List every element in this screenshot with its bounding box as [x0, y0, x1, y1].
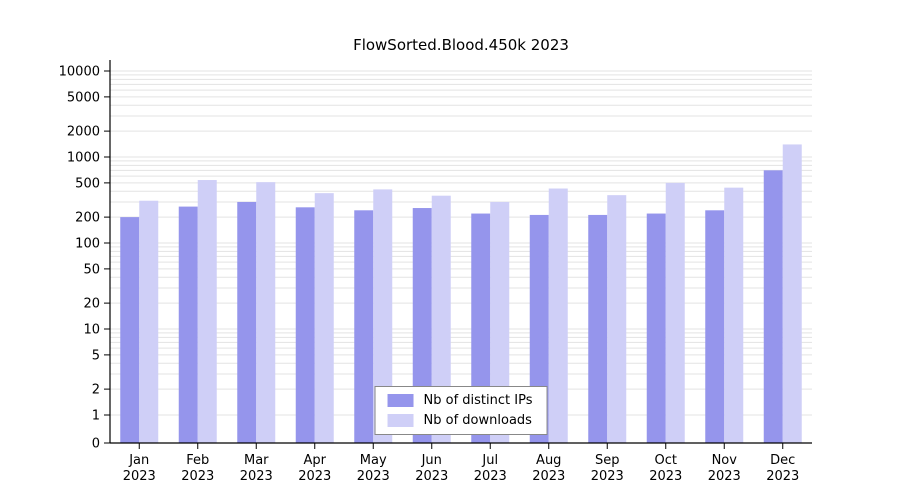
bar — [120, 217, 140, 443]
x-tick-label-year: 2023 — [649, 469, 682, 484]
bar — [529, 214, 549, 443]
bar — [412, 208, 432, 443]
y-tick-label: 1 — [92, 409, 100, 424]
chart-legend: Nb of distinct IPs Nb of downloads — [374, 386, 548, 435]
x-tick-label-year: 2023 — [123, 469, 156, 484]
x-tick-label-year: 2023 — [474, 469, 507, 484]
bar — [646, 213, 666, 443]
bar — [314, 193, 334, 443]
bar — [763, 170, 783, 443]
y-tick-label: 200 — [75, 211, 100, 226]
x-tick-label-month: Dec — [770, 453, 795, 468]
axes: 012510205010020050010002000500010000Jan2… — [59, 60, 812, 484]
x-tick-label-month: Feb — [186, 453, 209, 468]
x-tick-label-year: 2023 — [532, 469, 565, 484]
y-tick-label: 10 — [83, 323, 100, 338]
x-tick-label-month: Jul — [481, 453, 498, 468]
legend-item-downloads: Nb of downloads — [387, 413, 533, 428]
x-tick-label-month: Jun — [421, 453, 442, 468]
bar — [295, 207, 315, 443]
bar — [197, 180, 217, 443]
x-tick-label-year: 2023 — [357, 469, 390, 484]
gridlines — [110, 70, 812, 416]
x-tick-label-month: Sep — [595, 453, 620, 468]
bar — [665, 182, 685, 443]
bar — [139, 200, 159, 443]
bar — [588, 214, 608, 443]
y-tick-label: 5000 — [67, 90, 100, 105]
legend-item-distinct-ips: Nb of distinct IPs — [387, 393, 533, 408]
x-tick-label-month: Mar — [244, 453, 269, 468]
y-tick-label: 2 — [92, 383, 100, 398]
bars-downloads — [139, 144, 802, 443]
bar — [705, 210, 725, 443]
legend-label-downloads: Nb of downloads — [423, 413, 532, 428]
bar — [431, 195, 451, 443]
y-tick-label: 500 — [75, 176, 100, 191]
y-tick-label: 1000 — [67, 151, 100, 166]
y-tick-label: 10000 — [59, 65, 100, 80]
bar — [256, 182, 276, 443]
x-tick-label-year: 2023 — [181, 469, 214, 484]
legend-swatch-distinct-ips — [387, 394, 414, 407]
x-tick-label-month: May — [360, 453, 387, 468]
x-tick-label-year: 2023 — [298, 469, 331, 484]
x-tick-label-year: 2023 — [415, 469, 448, 484]
x-tick-label-month: Apr — [304, 453, 327, 468]
bar — [471, 213, 491, 443]
bar — [178, 206, 198, 443]
x-tick-label-month: Jan — [128, 453, 149, 468]
x-tick-label-month: Nov — [712, 453, 738, 468]
legend-label-distinct-ips: Nb of distinct IPs — [423, 393, 533, 408]
bar — [548, 188, 568, 443]
legend-swatch-downloads — [387, 414, 414, 427]
y-tick-label: 50 — [83, 262, 100, 277]
bar — [237, 201, 257, 443]
x-tick-label-month: Oct — [655, 453, 677, 468]
x-tick-label-year: 2023 — [766, 469, 799, 484]
y-tick-label: 20 — [83, 297, 100, 312]
y-tick-label: 5 — [92, 348, 100, 363]
y-tick-label: 2000 — [67, 125, 100, 140]
bar — [354, 210, 374, 443]
x-tick-label-year: 2023 — [708, 469, 741, 484]
x-tick-label-month: Aug — [536, 453, 561, 468]
bar — [782, 144, 802, 443]
x-tick-label-year: 2023 — [591, 469, 624, 484]
bars-distinct-ips — [120, 170, 783, 443]
y-tick-label: 0 — [92, 437, 100, 452]
y-tick-label: 100 — [75, 237, 100, 252]
x-tick-label-year: 2023 — [240, 469, 273, 484]
bar — [490, 201, 510, 443]
chart-title: FlowSorted.Blood.450k 2023 — [353, 36, 569, 54]
bar — [607, 195, 627, 443]
bar — [724, 187, 744, 443]
bar — [373, 189, 393, 443]
